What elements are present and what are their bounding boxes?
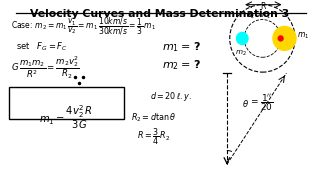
- Text: $m_1 = \dfrac{4v_2^2\,R}{3G}$: $m_1 = \dfrac{4v_2^2\,R}{3G}$: [39, 103, 94, 131]
- Text: $d=20\,\ell.y.$: $d=20\,\ell.y.$: [150, 90, 192, 103]
- Text: $= \dfrac{1''}{20}$: $= \dfrac{1''}{20}$: [249, 92, 274, 113]
- Circle shape: [273, 26, 296, 50]
- Text: R: R: [261, 2, 266, 11]
- Circle shape: [278, 36, 283, 41]
- Text: Case: $m_2 = m_1\,\dfrac{v_1}{v_2} = m_1\,\dfrac{10km/s}{30km/s} = \dfrac{1}{3}\: Case: $m_2 = m_1\,\dfrac{v_1}{v_2} = m_1…: [11, 16, 156, 37]
- FancyBboxPatch shape: [9, 87, 124, 119]
- Text: $m_1 = \,\mathbf{?}$: $m_1 = \,\mathbf{?}$: [162, 40, 201, 54]
- Circle shape: [236, 32, 248, 44]
- Text: $\theta$: $\theta$: [242, 98, 249, 109]
- Text: $R_2 = d\tan\theta$: $R_2 = d\tan\theta$: [131, 112, 176, 124]
- Text: $R = \dfrac{3}{4}\,R_2$: $R = \dfrac{3}{4}\,R_2$: [137, 127, 170, 147]
- Text: Velocity Curves and Mass Determination 3: Velocity Curves and Mass Determination 3: [30, 9, 289, 19]
- Text: $m_2 = \,\mathbf{?}$: $m_2 = \,\mathbf{?}$: [162, 58, 201, 72]
- Text: $m_2$: $m_2$: [235, 48, 246, 58]
- Text: $R_2 > R_1$: $R_2 > R_1$: [246, 11, 271, 21]
- Text: set   $F_G = F_C$: set $F_G = F_C$: [16, 40, 67, 53]
- Text: $G\,\dfrac{m_1 m_2}{R^2} = \dfrac{m_2 v_2^2}{R_2}$: $G\,\dfrac{m_1 m_2}{R^2} = \dfrac{m_2 v_…: [11, 55, 80, 81]
- Text: $m_1$: $m_1$: [297, 30, 309, 41]
